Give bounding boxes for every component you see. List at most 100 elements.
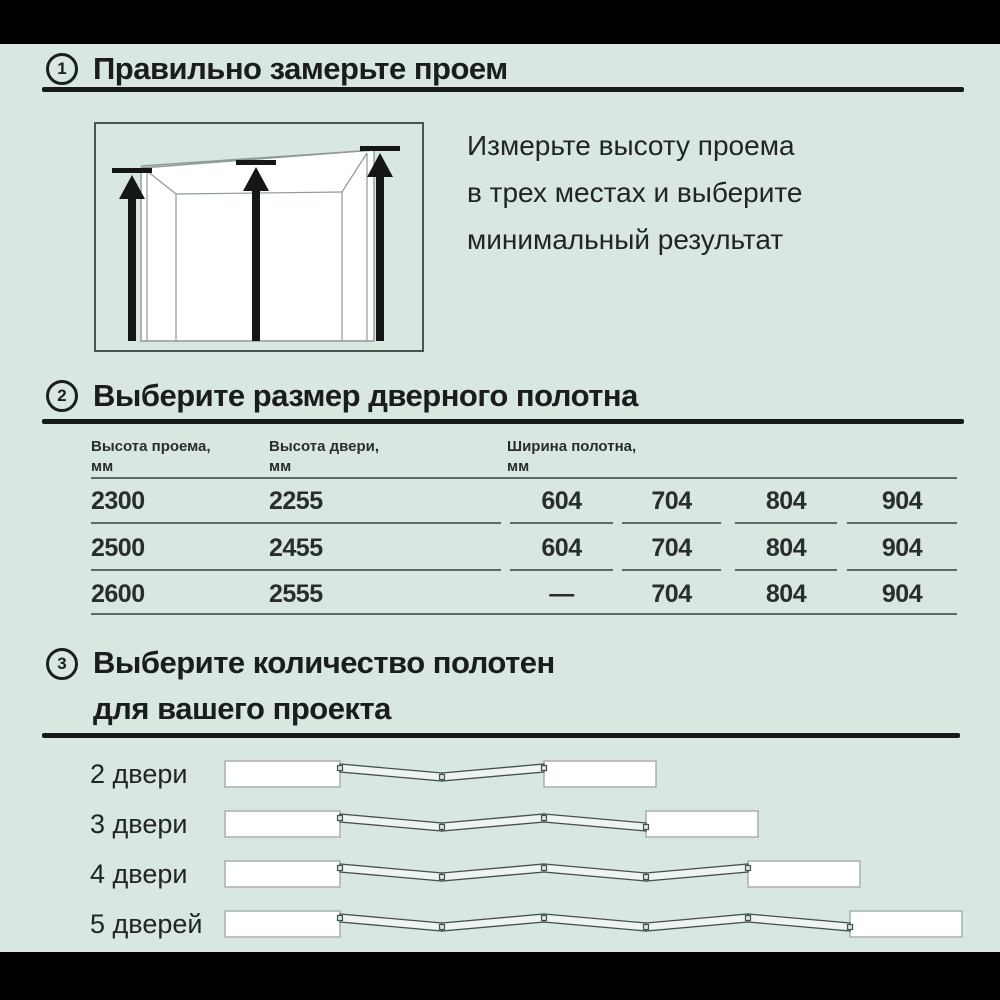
hinge	[744, 864, 752, 872]
step-3-badge: 3	[46, 648, 78, 680]
col-header-door-height: Высота двери, мм	[269, 438, 380, 475]
table-cell: 2600	[91, 580, 145, 608]
row-divider	[91, 522, 501, 524]
wall-block	[645, 810, 759, 838]
step-2-title: Выберите размер дверного полотна	[93, 378, 638, 413]
hinge	[642, 823, 650, 831]
wall-block	[224, 810, 341, 838]
measure-instruction-line2: в трех местах и выберите	[467, 177, 803, 208]
table-cell: 2500	[91, 534, 145, 562]
row-divider	[735, 569, 837, 571]
door-leaf	[339, 913, 443, 932]
option-label-5-doors: 5 дверей	[90, 909, 203, 939]
door-leaf	[339, 763, 443, 782]
row-divider	[510, 569, 613, 571]
hinge	[642, 923, 650, 931]
step-2-badge: 2	[46, 380, 78, 412]
door-layout-3-doors	[224, 810, 759, 838]
wall-block	[224, 860, 341, 888]
row-divider	[847, 569, 957, 571]
letterbox-bottom	[0, 952, 1000, 1000]
door-layout-5-doors	[224, 910, 963, 938]
hinge	[336, 814, 344, 822]
row-divider	[622, 522, 721, 524]
option-label-3-doors: 3 двери	[90, 809, 188, 839]
door-leaf	[441, 763, 545, 782]
door-leaf	[339, 813, 443, 832]
table-cell: 804	[765, 487, 807, 515]
door-leaf	[747, 913, 851, 932]
row-divider	[622, 569, 721, 571]
measure-arrow-right	[360, 146, 400, 341]
door-leaf	[543, 913, 647, 932]
row-divider	[510, 522, 613, 524]
table-cell: 2455	[269, 534, 323, 562]
row-divider	[847, 522, 957, 524]
section-divider	[42, 87, 964, 92]
doorway-measurement-diagram	[94, 122, 424, 352]
table-cell: —	[549, 580, 574, 608]
table-cell: 604	[541, 487, 582, 515]
measure-instruction-line3: минимальный результат	[467, 224, 784, 255]
door-leaf	[339, 863, 443, 882]
door-leaf	[543, 863, 647, 882]
table-cell: 2255	[269, 487, 323, 515]
hinge	[540, 814, 548, 822]
section-divider	[42, 419, 964, 424]
wall-block	[224, 760, 341, 788]
table-cell: 704	[651, 487, 692, 515]
wall-block	[849, 910, 963, 938]
step-1-title: Правильно замерьте проем	[93, 51, 508, 86]
table-cell: 904	[881, 534, 923, 562]
hinge	[540, 764, 548, 772]
hinge	[438, 873, 446, 881]
measure-instruction-line1: Измерьте высоту проема	[467, 130, 795, 161]
door-layout-2-doors	[224, 760, 657, 788]
hinge	[336, 914, 344, 922]
table-cell: 604	[541, 534, 582, 562]
hinge	[438, 923, 446, 931]
hinge	[846, 923, 854, 931]
option-label-4-doors: 4 двери	[90, 859, 188, 889]
door-leaf	[441, 863, 545, 882]
option-label-2-doors: 2 двери	[90, 759, 188, 789]
measure-arrow-left	[112, 168, 152, 341]
door-leaf	[543, 813, 647, 832]
letterbox-top	[0, 0, 1000, 44]
step-1-badge: 1	[46, 53, 78, 85]
hinge	[744, 914, 752, 922]
wall-block	[224, 910, 341, 938]
table-cell: 804	[765, 534, 807, 562]
table-header-rule	[91, 477, 957, 479]
row-divider	[735, 522, 837, 524]
table-cell: 2555	[269, 580, 323, 608]
hinge	[642, 873, 650, 881]
hinge	[438, 823, 446, 831]
measure-arrow-center	[236, 160, 276, 341]
row-divider	[91, 569, 501, 571]
table-cell: 2300	[91, 487, 145, 515]
col-header-opening-height: Высота проема, мм	[91, 438, 211, 475]
step-3-title-line1: Выберите количество полотен	[93, 645, 555, 680]
table-cell: 904	[881, 580, 923, 608]
table-cell: 704	[651, 534, 692, 562]
hinge	[336, 764, 344, 772]
door-leaf	[441, 913, 545, 932]
section-divider	[42, 733, 960, 738]
table-cell: 804	[765, 580, 807, 608]
door-leaf	[645, 913, 749, 932]
door-leaf	[645, 863, 749, 882]
door-leaf	[441, 813, 545, 832]
step-3-title-line2: для вашего проекта	[93, 691, 391, 726]
table-cell: 904	[881, 487, 923, 515]
hinge	[336, 864, 344, 872]
door-layout-4-doors	[224, 860, 861, 888]
wall-block	[747, 860, 861, 888]
table-cell: 704	[651, 580, 692, 608]
wall-block	[543, 760, 657, 788]
hinge	[540, 914, 548, 922]
hinge	[540, 864, 548, 872]
hinge	[438, 773, 446, 781]
table-bottom-rule	[91, 613, 957, 615]
